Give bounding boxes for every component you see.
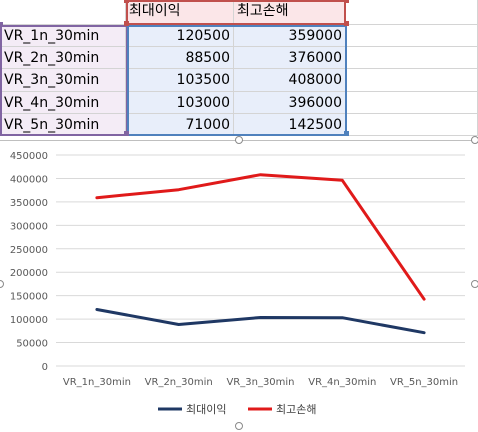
range-resize-handle[interactable] [0, 22, 3, 27]
empty-cell[interactable] [346, 114, 478, 136]
y-tick-label: 150000 [10, 292, 48, 303]
y-tick-label: 200000 [10, 268, 48, 279]
y-tick-label: 450000 [10, 151, 48, 162]
x-tick-label: VR_4n_30min [308, 377, 376, 388]
chart-resize-handle-top-center[interactable] [235, 136, 243, 144]
y-tick-label: 300000 [10, 221, 48, 232]
empty-cell[interactable] [346, 25, 478, 47]
row-label-cell[interactable]: VR_5n_30min [0, 114, 126, 136]
range-resize-handle[interactable] [124, 131, 129, 136]
line-chart[interactable]: 0 50000 100000 150000 200000 250000 300000 3500… [0, 140, 478, 428]
series-line-2 [95, 173, 426, 301]
header-corner-cell[interactable] [0, 0, 126, 25]
header-cell-max-profit[interactable]: 최대이익 [126, 0, 234, 25]
header-cell-max-loss[interactable]: 최고손해 [234, 0, 346, 25]
empty-cell[interactable] [346, 92, 478, 114]
empty-cell[interactable] [346, 47, 478, 69]
legend-label: 최대이익 [186, 403, 226, 416]
row-label-cell[interactable]: VR_4n_30min [0, 92, 126, 114]
value-cell-max-loss[interactable]: 142500 [234, 114, 346, 136]
chart-resize-handle-top-right[interactable] [471, 136, 478, 144]
value-cell-max-profit[interactable]: 71000 [126, 114, 234, 136]
range-resize-handle[interactable] [124, 21, 129, 26]
chart-resize-handle-right[interactable] [471, 280, 478, 288]
y-tick-label: 400000 [10, 174, 48, 185]
legend-label: 최고손해 [276, 402, 316, 416]
row-label-cell[interactable]: VR_1n_30min [0, 25, 126, 47]
spreadsheet-grid: 최대이익 최고손해 VR_1n_30min 120500 359000 VR_2… [0, 0, 478, 140]
chart-plot: 0 50000 100000 150000 200000 250000 300000 3500… [10, 151, 465, 416]
empty-cell[interactable] [346, 69, 478, 92]
x-tick-label: VR_2n_30min [145, 377, 213, 388]
x-tick-label: VR_1n_30min [63, 377, 131, 388]
value-cell-max-profit[interactable]: 88500 [126, 47, 234, 69]
range-resize-handle[interactable] [344, 0, 349, 3]
y-tick-label: 50000 [16, 339, 48, 350]
range-resize-handle[interactable] [344, 131, 349, 136]
value-cell-max-loss[interactable]: 359000 [234, 25, 346, 47]
y-tick-label: 250000 [10, 245, 48, 256]
value-cell-max-loss[interactable]: 396000 [234, 92, 346, 114]
row-label-cell[interactable]: VR_3n_30min [0, 69, 126, 92]
range-resize-handle[interactable] [124, 0, 129, 3]
value-cell-max-profit[interactable]: 103500 [126, 69, 234, 92]
value-cell-max-profit[interactable]: 103000 [126, 92, 234, 114]
chart-resize-handle-bottom-center[interactable] [235, 422, 243, 430]
y-tick-label: 100000 [10, 315, 48, 326]
empty-cell[interactable] [346, 0, 478, 25]
value-cell-max-loss[interactable]: 408000 [234, 69, 346, 92]
value-cell-max-loss[interactable]: 376000 [234, 47, 346, 69]
series-line-1 [95, 308, 426, 335]
x-tick-label: VR_3n_30min [226, 377, 294, 388]
y-tick-label: 350000 [10, 198, 48, 209]
y-tick-label: 0 [42, 362, 48, 373]
range-resize-handle[interactable] [344, 21, 349, 26]
value-cell-max-profit[interactable]: 120500 [126, 25, 234, 47]
x-tick-label: VR_5n_30min [390, 377, 458, 388]
row-label-cell[interactable]: VR_2n_30min [0, 47, 126, 69]
